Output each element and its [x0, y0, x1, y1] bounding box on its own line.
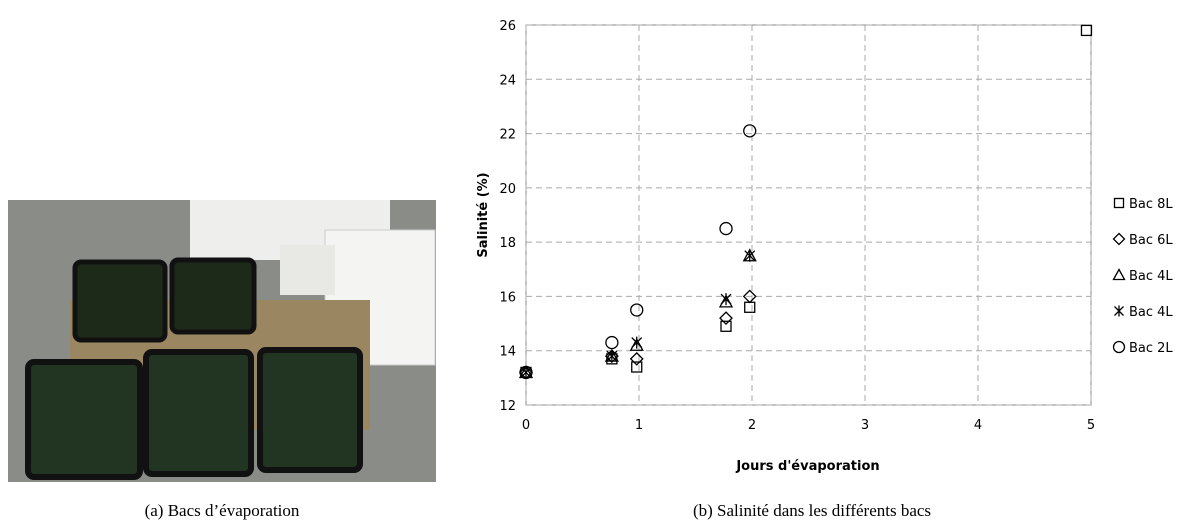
data-point [604, 349, 619, 364]
data-point [743, 124, 757, 138]
legend-marker [1112, 340, 1126, 354]
legend-marker [1112, 268, 1126, 281]
x-axis-label: Jours d'évaporation [735, 459, 879, 474]
legend-marker [1114, 305, 1124, 317]
tray [143, 349, 254, 477]
y-tick-label: 22 [499, 128, 516, 143]
y-tick-label: 24 [499, 73, 516, 88]
photo [8, 200, 436, 482]
data-point [720, 320, 732, 332]
tray [25, 359, 143, 480]
controller [280, 245, 335, 295]
y-tick-label: 20 [499, 182, 516, 197]
y-tick-label: 26 [499, 19, 516, 34]
legend-label: Bac 4L [1129, 269, 1173, 284]
y-axis-label: Salinité (%) [476, 172, 491, 257]
x-tick-label: 2 [748, 418, 756, 433]
data-point [719, 221, 733, 236]
data-point [719, 311, 733, 326]
x-tick-label: 5 [1087, 418, 1095, 433]
data-point [631, 361, 643, 373]
legend-marker [1113, 197, 1125, 209]
data-point [629, 351, 644, 366]
data-point [720, 293, 732, 306]
data-point [520, 366, 532, 379]
x-tick-label: 4 [974, 418, 982, 433]
data-point [519, 365, 533, 380]
data-point [744, 301, 756, 313]
y-tick-label: 16 [499, 290, 516, 305]
legend-label: Bac 6L [1129, 233, 1173, 248]
legend-label: Bac 2L [1129, 341, 1173, 356]
data-point [742, 289, 757, 304]
x-tick-label: 1 [635, 418, 643, 433]
data-point [605, 335, 619, 350]
data-point [744, 249, 756, 262]
legend-marker [1112, 232, 1126, 246]
caption: (a) Bacs d’évaporation [145, 501, 300, 520]
data-point [631, 336, 643, 349]
x-tick-label: 0 [522, 418, 530, 433]
y-tick-label: 12 [499, 399, 516, 414]
tray [72, 259, 168, 343]
tray [169, 257, 257, 335]
x-tick-label: 3 [861, 418, 869, 433]
data-point [606, 350, 618, 363]
data-point [1080, 24, 1093, 37]
caption: (b) Salinité dans les différents bacs [693, 501, 931, 520]
y-tick-label: 14 [499, 345, 516, 360]
y-tick-label: 18 [499, 236, 516, 251]
legend-label: Bac 8L [1129, 197, 1173, 212]
legend-label: Bac 4L [1129, 305, 1173, 320]
tray [257, 347, 363, 473]
data-point [630, 303, 644, 317]
